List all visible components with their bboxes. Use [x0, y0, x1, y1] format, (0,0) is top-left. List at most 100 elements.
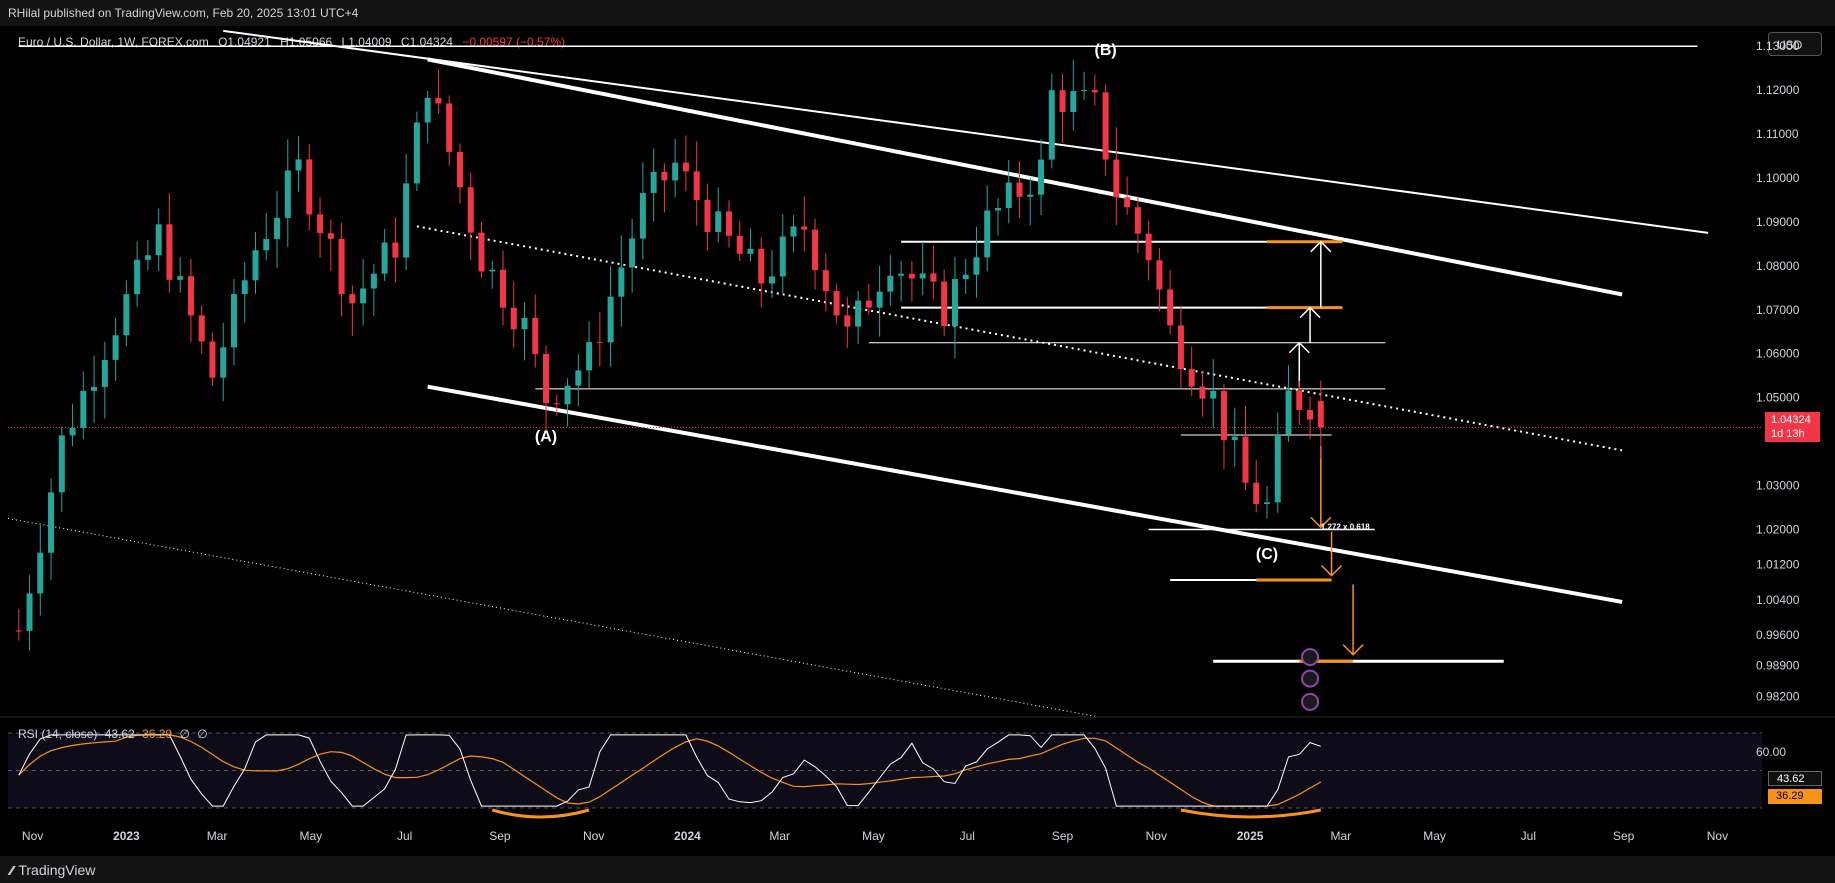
candle-body [1274, 434, 1281, 503]
candle [941, 269, 948, 337]
x-tick-label: 2024 [674, 829, 701, 843]
candle [769, 250, 776, 299]
candle [252, 232, 259, 294]
candle [1113, 127, 1120, 226]
wave-label: (C) [1256, 546, 1278, 563]
candle [564, 378, 571, 427]
candle [446, 95, 453, 166]
candle-body [1307, 409, 1314, 420]
candle [575, 353, 582, 407]
x-tick-label: May [1423, 829, 1446, 843]
candle [747, 228, 754, 262]
candle-body [844, 315, 851, 327]
candle [650, 148, 657, 222]
candle [1156, 247, 1163, 312]
candle-body [198, 315, 205, 342]
candle-body [930, 273, 937, 282]
candle-body [629, 238, 636, 268]
tradingview-logo[interactable]: ⁄⁄ TradingView [10, 862, 95, 878]
candle-body [1210, 390, 1217, 399]
candle [1145, 220, 1152, 281]
candle-body [1081, 90, 1088, 92]
change-value: −0.00597 (−0.57%) [462, 35, 566, 49]
candle [123, 280, 130, 347]
x-tick-label: Jul [397, 829, 412, 843]
economic-event-icon [1301, 669, 1320, 688]
candle [1124, 176, 1131, 216]
candle-body [101, 359, 108, 387]
candle-body [725, 211, 732, 236]
arrow-head [1310, 516, 1332, 529]
candle [876, 265, 883, 337]
candle [26, 575, 33, 651]
candle-body [1253, 482, 1260, 505]
rsi-ma-tag: 36.29 [1768, 789, 1822, 804]
candle-body [1102, 92, 1109, 160]
candle-body [123, 294, 130, 336]
candle [456, 143, 463, 204]
rsi-value: 43.62 [104, 727, 135, 741]
candle-body [758, 248, 765, 284]
candle [187, 258, 194, 342]
candle [1167, 269, 1174, 335]
candle [543, 345, 550, 434]
candle-body [1264, 502, 1271, 505]
candle-body [1048, 90, 1055, 160]
candle-body [618, 267, 625, 297]
candle [381, 228, 388, 281]
candle-body [984, 210, 991, 258]
candle [241, 262, 248, 323]
x-tick-label: Mar [1330, 829, 1351, 843]
candle [1048, 73, 1055, 169]
wave-label: (A) [535, 429, 557, 446]
candle-body [1091, 90, 1098, 93]
publish-header: RHilal published on TradingView.com, Feb… [0, 0, 1835, 26]
tv-mark-icon: ⁄⁄ [10, 862, 14, 878]
candle [424, 90, 431, 144]
candle [790, 215, 797, 253]
x-tick-label: Nov [22, 829, 43, 843]
candle-body [908, 273, 915, 279]
candle [1231, 407, 1238, 467]
candle [661, 163, 668, 213]
rsi-line [18, 734, 1321, 807]
candle-body [230, 294, 237, 348]
y-tick-label: 0.98200 [1756, 689, 1800, 703]
candle-body [349, 294, 356, 304]
candle [951, 256, 958, 359]
candle [865, 283, 872, 315]
candle-body [575, 370, 582, 386]
currency-button[interactable]: USD [1768, 32, 1822, 56]
candle [607, 266, 614, 367]
y-tick-label: 1.12000 [1756, 83, 1800, 97]
candle-body [586, 342, 593, 371]
open-value: O1.04921 [218, 35, 271, 49]
bar-countdown: 1d 13h [1771, 428, 1805, 440]
rsi-divergence-arc [1180, 808, 1322, 819]
candle [499, 250, 506, 326]
rsi-ma-line [18, 734, 1322, 807]
candle-body [1016, 182, 1023, 197]
candle [230, 278, 237, 366]
candle-body [1199, 386, 1206, 399]
rsi-value-tag: 43.62 [1768, 771, 1822, 786]
candle-body [284, 170, 291, 218]
candle [908, 261, 915, 302]
candle [489, 260, 496, 289]
candle-body [865, 300, 872, 308]
candle-body [769, 276, 776, 284]
candle [1210, 359, 1217, 429]
annotation-text-layer: (A) (B) (C) 1.272 x 0.618 [535, 42, 1370, 563]
candle-body [693, 171, 700, 200]
symbol-legend: Euro / U.S. Dollar, 1W, FOREX.com O1.049… [18, 35, 565, 49]
arrow-head [1321, 565, 1343, 577]
candle [166, 193, 173, 293]
candle-body [499, 269, 506, 308]
candle-body [489, 269, 496, 272]
candle-body [951, 278, 958, 327]
candle-body [855, 300, 862, 327]
candle [134, 241, 141, 307]
publish-info: RHilal published on TradingView.com, Feb… [8, 6, 359, 20]
x-tick-label: May [300, 829, 323, 843]
